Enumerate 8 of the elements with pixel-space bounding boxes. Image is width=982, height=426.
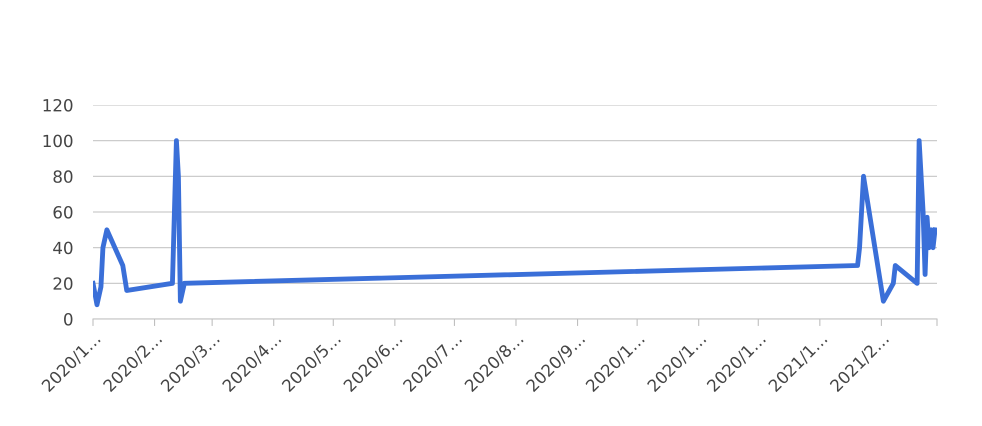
y-tick-label: 40 [53, 242, 72, 254]
y-tick-label: 120 [44, 98, 72, 112]
y-tick-label: 20 [54, 277, 72, 290]
y-tick-label: 60 [54, 206, 72, 219]
y-tick-label: 0 [64, 312, 72, 326]
y-tick-label: 100 [44, 134, 72, 148]
y-tick-label: 80 [53, 170, 72, 183]
line-series [93, 138, 937, 308]
